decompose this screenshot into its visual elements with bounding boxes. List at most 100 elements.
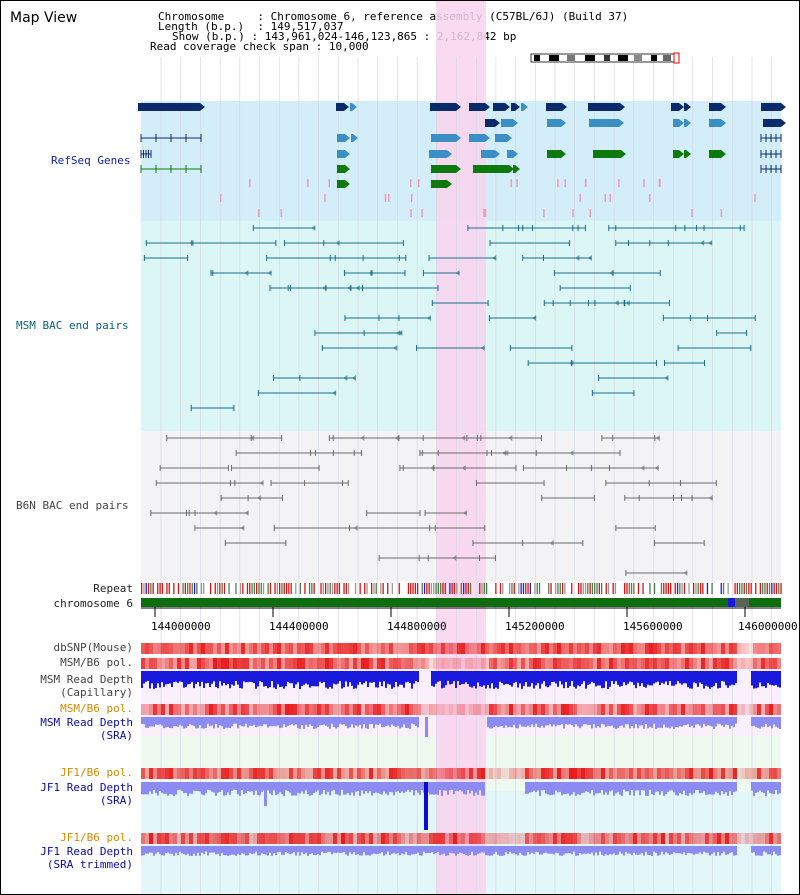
msm-pol-cell <box>541 658 545 669</box>
msm-pol-cell <box>345 658 349 669</box>
jf1-depth-trim-bar <box>709 846 711 856</box>
msm-depth-cap-bar <box>335 671 337 685</box>
jf1-pol-cell <box>733 768 737 779</box>
jf1-depth-sra-bar <box>751 782 753 791</box>
jf1-pol2-cell <box>577 833 581 844</box>
dbsnp-cell <box>661 643 665 654</box>
msm-depth-cap-bar <box>169 671 171 684</box>
msm-pol2-cell <box>433 704 437 715</box>
jf1-depth-sra-bar <box>471 782 473 791</box>
jf1-depth-trim-bar <box>715 846 717 856</box>
jf1-pol2-cell <box>369 833 373 844</box>
jf1-depth-trim-bar <box>249 846 251 853</box>
msm-depth-sra-bar <box>591 717 593 729</box>
jf1-depth-trim-bar <box>399 846 401 856</box>
gene-arrow <box>781 119 786 127</box>
msm-pol2-cell <box>369 704 373 715</box>
repeat-mark <box>304 583 306 594</box>
jf1-depth-trim-bar <box>635 846 637 855</box>
jf1-depth-sra-bar <box>719 782 721 796</box>
repeat-track-label[interactable]: Repeat <box>93 582 133 595</box>
repeat-mark <box>325 583 327 594</box>
jf1-pol2-cell <box>285 833 289 844</box>
msm-pol2-cell <box>777 704 781 715</box>
msm-bac-track-label[interactable]: MSM BAC end pairs <box>16 319 129 332</box>
jf1-depth-trim-bar <box>751 846 753 853</box>
jf1-pol-cell <box>589 768 593 779</box>
msm-pol2-cell <box>209 704 213 715</box>
msm-depth-sra-bar <box>339 717 341 724</box>
jf1-pol-cell <box>517 768 521 779</box>
jf1-pol-cell <box>761 768 765 779</box>
jf1-depth-sra-bar <box>689 782 691 793</box>
msm-bac-pair-marker <box>587 255 592 261</box>
jf1-depth-trim-bar <box>143 846 145 856</box>
jf1-pol-cell <box>257 768 261 779</box>
jf1-b6-pol-label[interactable]: JF1/B6 pol. <box>60 766 133 779</box>
repeat-mark <box>780 583 782 594</box>
msm-depth-cap-bar <box>241 671 243 689</box>
jf1-depth-sra-bar <box>391 782 393 793</box>
msm-depth-sra-bar <box>755 717 757 728</box>
jf1-depth-trim-label-1[interactable]: JF1 Read Depth <box>40 845 133 858</box>
jf1-depth-sra-bar <box>259 782 261 796</box>
gene-arrow <box>353 134 358 142</box>
refseq-track-label[interactable]: RefSeq Genes <box>51 154 131 167</box>
msm-pol2-cell <box>469 704 473 715</box>
jf1-depth-sra-bar <box>645 782 647 796</box>
jf1-pol-cell <box>777 768 781 779</box>
jf1-pol2-cell <box>533 833 537 844</box>
msm-depth-sra-bar <box>653 717 655 724</box>
jf1-depth-trim-bar <box>303 846 305 854</box>
b6n-bac-track-label[interactable]: B6N BAC end pairs <box>16 499 129 512</box>
jf1-depth-sra-bar <box>195 782 197 792</box>
jf1-depth-sra-bar <box>661 782 663 792</box>
jf1-pol-cell <box>745 768 749 779</box>
jf1-depth-trim-bar <box>511 846 513 854</box>
msm-depth-cap-bar <box>661 671 663 683</box>
msm-depth-sra-bar <box>625 717 627 725</box>
gene-minor-tick <box>417 179 420 187</box>
jf1-b6-pol-2-label[interactable]: JF1/B6 pol. <box>60 831 133 844</box>
msm-pol2-cell <box>201 704 205 715</box>
msm-depth-sra-label-1[interactable]: MSM Read Depth <box>40 716 133 729</box>
msm-pol-cell <box>241 658 245 669</box>
repeat-mark <box>279 583 281 594</box>
gene-block <box>138 103 200 111</box>
msm-b6-pol-2-label[interactable]: MSM/B6 pol. <box>60 702 133 715</box>
jf1-pol-cell <box>605 768 609 779</box>
repeat-mark <box>755 583 757 594</box>
msm-depth-cap-label-1[interactable]: MSM Read Depth <box>40 673 133 686</box>
jf1-depth-sra-bar <box>713 782 715 795</box>
jf1-pol-cell <box>405 768 409 779</box>
length-info: Length (b.p.) : 149,517,037 <box>158 20 344 33</box>
repeat-mark <box>598 583 600 594</box>
msm-pol2-cell <box>713 704 717 715</box>
dbsnp-cell <box>373 643 377 654</box>
jf1-pol-cell <box>457 768 461 779</box>
jf1-depth-trim-bar <box>413 846 415 855</box>
jf1-depth-sra-bar <box>543 782 545 791</box>
gene-block <box>671 103 679 111</box>
chromosome-track-label[interactable]: chromosome 6 <box>53 597 133 610</box>
msm-depth-sra-bar <box>613 717 615 728</box>
jf1-depth-trim-bar <box>457 846 459 854</box>
dbsnp-track-label[interactable]: dbSNP(Mouse) <box>53 641 133 654</box>
msm-depth-sra-bar <box>539 717 541 728</box>
dbsnp-cell <box>437 643 441 654</box>
jf1-depth-sra-label-1[interactable]: JF1 Read Depth <box>40 781 133 794</box>
dbsnp-cell <box>765 643 769 654</box>
jf1-depth-trim-bar <box>763 846 765 852</box>
msm-b6-pol-label[interactable]: MSM/B6 pol. <box>60 656 133 669</box>
gene-minor-tick <box>579 194 581 202</box>
jf1-pol-cell <box>441 768 445 779</box>
msm-pol2-cell <box>549 704 553 715</box>
jf1-pol-cell <box>569 768 573 779</box>
msm-depth-cap-bar <box>389 671 391 685</box>
gene-arrow <box>721 119 726 127</box>
repeat-mark <box>290 583 292 594</box>
msm-pol2-cell <box>429 704 433 715</box>
repeat-mark <box>711 583 713 594</box>
jf1-pol2-cell <box>729 833 733 844</box>
